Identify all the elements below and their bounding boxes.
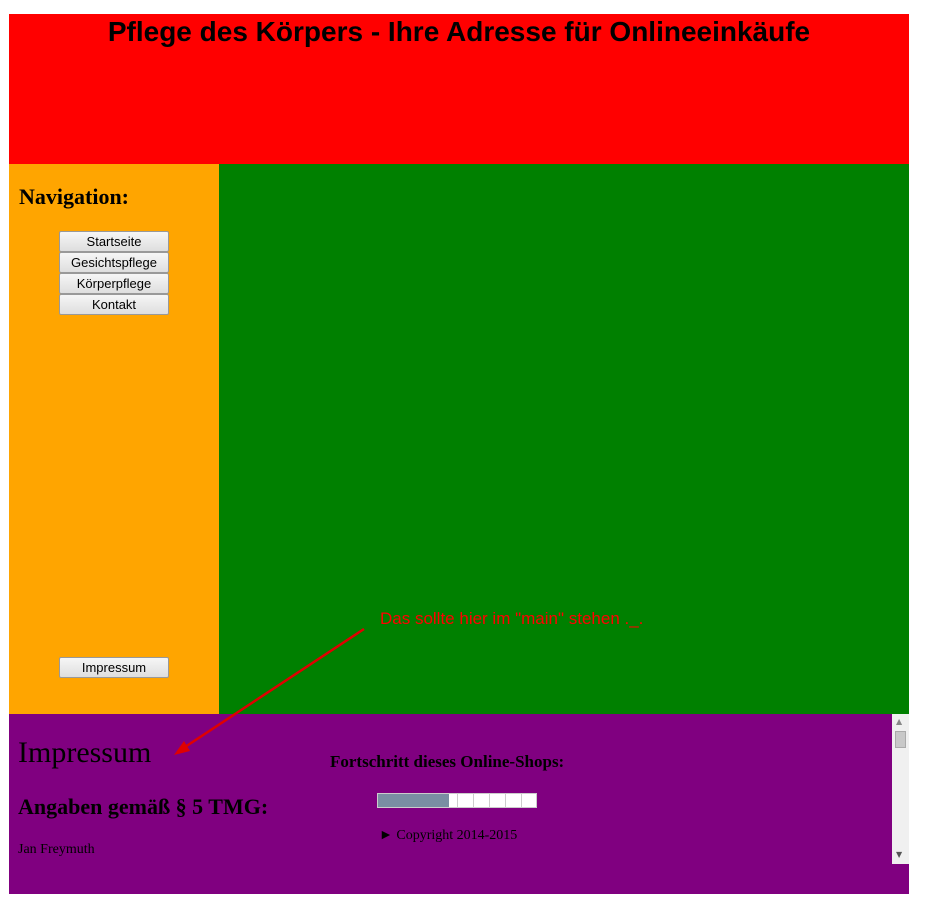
scroll-thumb[interactable] — [895, 731, 906, 748]
footer-scroll: Impressum Angaben gemäß § 5 TMG: Jan Fre… — [9, 714, 909, 864]
nav-button[interactable]: Startseite — [59, 231, 169, 252]
progress-bar — [377, 793, 537, 808]
nav-button[interactable]: Körperpflege — [59, 273, 169, 294]
nav-button[interactable]: Kontakt — [59, 294, 169, 315]
disclosure-arrow[interactable]: ► — [379, 828, 393, 843]
impressum-button[interactable]: Impressum — [59, 657, 169, 678]
footer-subheading: Angaben gemäß § 5 TMG: — [18, 794, 269, 819]
address-line: Jan Freymuth — [18, 842, 95, 857]
progress-fill — [378, 794, 450, 807]
footer-heading: Impressum — [18, 736, 152, 769]
sidebar: Navigation: Startseite Gesichtspflege Kö… — [9, 164, 219, 714]
main — [219, 164, 909, 714]
nav-button[interactable]: Gesichtspflege — [59, 252, 169, 273]
header: Pflege des Körpers - Ihre Adresse für On… — [9, 14, 909, 164]
copyright: ► Copyright 2014-2015 — [379, 828, 517, 844]
annotation: Das sollte hier im "main" stehen ._. — [380, 609, 644, 628]
copyright-text: Copyright 2014-2015 — [396, 828, 518, 843]
scrollbar[interactable]: ▲ ▼ — [892, 714, 909, 864]
page-title: Pflege des Körpers - Ihre Adresse für On… — [107, 16, 811, 47]
scroll-down[interactable]: ▼ — [896, 850, 903, 859]
progress-title: Fortschritt dieses Online-Shops: — [330, 752, 565, 771]
nav-heading: Navigation: — [19, 184, 129, 209]
footer: Impressum Angaben gemäß § 5 TMG: Jan Fre… — [9, 714, 909, 894]
scroll-up[interactable]: ▲ — [896, 717, 903, 726]
